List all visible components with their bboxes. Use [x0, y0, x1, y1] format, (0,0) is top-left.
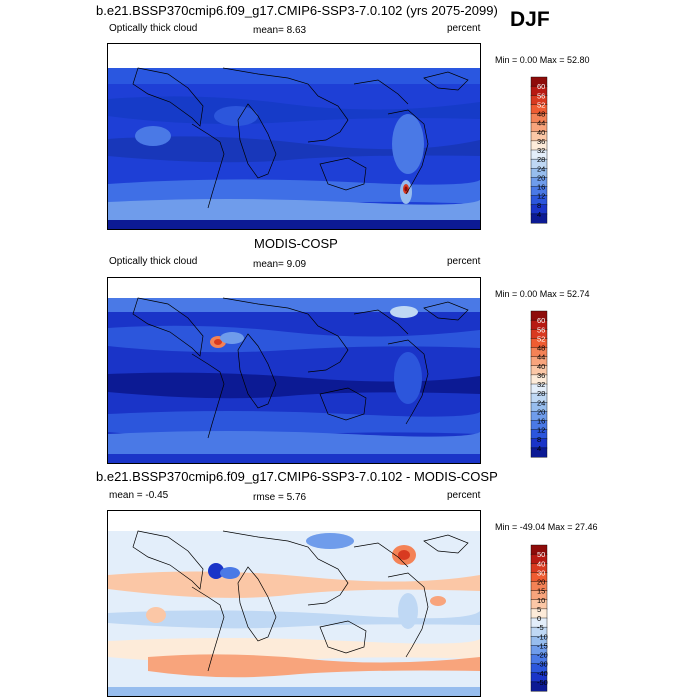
panel-3-map: [107, 510, 481, 697]
panel-3-title: b.e21.BSSP370cmip6.f09_g17.CMIP6-SSP3-7.…: [96, 469, 498, 484]
colorbar-tick-label: 60: [537, 82, 545, 91]
colorbar-tick-label: 4: [537, 444, 541, 453]
colorbar-tick-label: 56: [537, 325, 545, 334]
colorbar-tick-label: 24: [537, 164, 545, 173]
colorbar-tick-label: 40: [537, 362, 545, 371]
panel-1-colorbar: 60 56 52 48 44 40 36 32 28 24 20 16 12 8 4: [530, 76, 548, 224]
panel-1-mean-label: mean= 8.63: [253, 25, 307, 36]
season-label: DJF: [510, 8, 550, 31]
colorbar-tick-label: 28: [537, 389, 545, 398]
colorbar-tick-label: 36: [537, 137, 545, 146]
panel-1-units-label: percent: [447, 23, 481, 34]
colorbar-tick-label: 44: [537, 119, 545, 128]
panel-3-units-label: percent: [447, 490, 481, 501]
colorbar-swatch: [530, 681, 548, 692]
colorbar-tick-label: 56: [537, 91, 545, 100]
colorbar-tick-label: 4: [537, 210, 541, 219]
colorbar-tick-label: 44: [537, 353, 545, 362]
panel-1-variable-label: Optically thick cloud: [109, 23, 198, 34]
panel-2-map: [107, 277, 481, 464]
panel-1-map: [107, 43, 481, 230]
colorbar-tick-label: -15: [537, 641, 548, 650]
colorbar-tick-label: 20: [537, 578, 545, 587]
colorbar-tick-label: 8: [537, 201, 541, 210]
colorbar-tick-label: 10: [537, 596, 545, 605]
colorbar-tick-label: 12: [537, 192, 545, 201]
panel-3-map-plot: [108, 511, 480, 696]
colorbar-tick-label: -30: [537, 660, 548, 669]
colorbar-tick-label: 48: [537, 110, 545, 119]
colorbar-tick-label: -5: [537, 623, 544, 632]
colorbar-swatch: [530, 447, 548, 458]
panel-3-rmse-label: rmse = 5.76: [253, 492, 307, 503]
colorbar-tick-label: 16: [537, 183, 545, 192]
colorbar-tick-label: 48: [537, 344, 545, 353]
colorbar-tick-label: 36: [537, 371, 545, 380]
colorbar-tick-label: 20: [537, 407, 545, 416]
panel-3-minmax: Min = -49.04 Max = 27.46: [495, 522, 598, 532]
colorbar-tick-label: 50: [537, 550, 545, 559]
colorbar-tick-label: -50: [537, 678, 548, 687]
panel-2-variable-label: Optically thick cloud: [109, 256, 198, 267]
colorbar-tick-label: 5: [537, 605, 541, 614]
colorbar-tick-label: 8: [537, 435, 541, 444]
colorbar-tick-label: -10: [537, 632, 548, 641]
panel-1-map-plot: [108, 44, 480, 229]
colorbar-tick-label: 40: [537, 559, 545, 568]
colorbar-tick-label: 32: [537, 380, 545, 389]
colorbar-tick-label: 12: [537, 426, 545, 435]
colorbar-tick-label: 32: [537, 146, 545, 155]
colorbar-tick-label: 30: [537, 568, 545, 577]
panel-2-minmax: Min = 0.00 Max = 52.74: [495, 289, 590, 299]
colorbar-tick-label: 20: [537, 173, 545, 182]
panel-2-title: MODIS-COSP: [254, 236, 338, 251]
panel-3-mean-label: mean = -0.45: [109, 490, 169, 501]
colorbar-tick-label: -40: [537, 669, 548, 678]
colorbar-tick-label: 28: [537, 155, 545, 164]
panel-2-mean-label: mean= 9.09: [253, 259, 307, 270]
colorbar-swatch: [530, 213, 548, 224]
colorbar-tick-label: 15: [537, 587, 545, 596]
colorbar-tick-label: -20: [537, 651, 548, 660]
panel-2-colorbar: 60 56 52 48 44 40 36 32 28 24 20 16 12 8 4: [530, 310, 548, 458]
colorbar-tick-label: 52: [537, 334, 545, 343]
panel-2-units-label: percent: [447, 256, 481, 267]
panel-2-map-plot: [108, 278, 480, 463]
colorbar-tick-label: 16: [537, 417, 545, 426]
colorbar-tick-label: 24: [537, 398, 545, 407]
colorbar-tick-label: 40: [537, 128, 545, 137]
panel-1-minmax: Min = 0.00 Max = 52.80: [495, 55, 590, 65]
colorbar-tick-label: 52: [537, 100, 545, 109]
colorbar-tick-label: 60: [537, 316, 545, 325]
colorbar-tick-label: 0: [537, 614, 541, 623]
panel-3-colorbar: 50 40 30 20 15 10 5 0 -5 -10 -15 -20 -30 -40 -50: [530, 544, 548, 692]
panel-1-title: b.e21.BSSP370cmip6.f09_g17.CMIP6-SSP3-7.…: [96, 3, 498, 18]
